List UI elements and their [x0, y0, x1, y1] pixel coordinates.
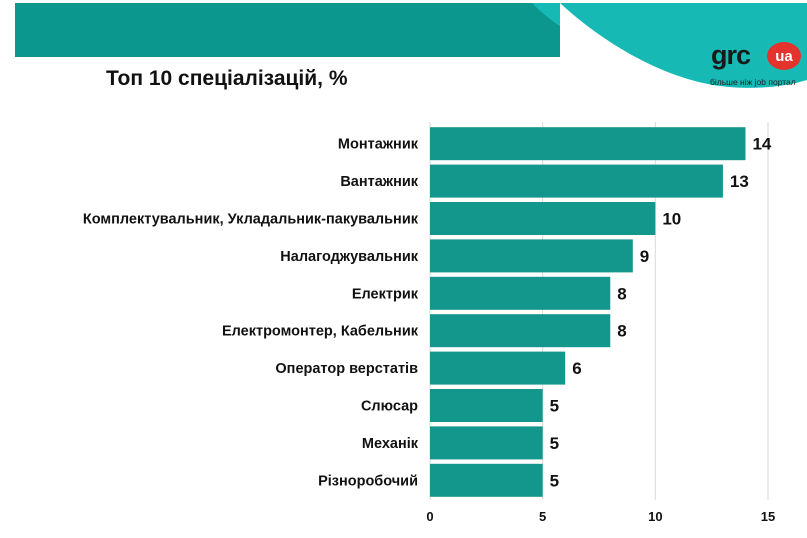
value-label: 5 [550, 471, 559, 490]
value-label: 5 [550, 434, 559, 453]
bar[interactable] [430, 389, 543, 422]
value-label: 8 [617, 284, 626, 303]
category-label: Електрик [352, 286, 419, 302]
value-label: 13 [730, 172, 749, 191]
x-tick-label: 0 [426, 509, 433, 524]
x-tick-label: 5 [539, 509, 546, 524]
bar[interactable] [430, 463, 543, 497]
bar[interactable] [430, 276, 611, 310]
grc-logo[interactable]: grc ua більше ніж job портал [707, 40, 803, 90]
category-label: Слюсар [361, 399, 418, 415]
value-label: 10 [662, 210, 681, 229]
header-banner [15, 3, 807, 110]
value-label: 6 [572, 359, 581, 378]
category-label: Різноробочий [318, 473, 418, 489]
value-label: 8 [617, 322, 626, 341]
banner-wave-accent [532, 3, 807, 110]
logo-tagline: більше ніж job портал [710, 77, 796, 87]
banner-wave-white [560, 3, 807, 110]
bar[interactable] [430, 426, 543, 460]
value-label: 5 [550, 397, 559, 416]
logo-ua-badge: ua [767, 42, 801, 70]
category-label: Комплектувальник, Укладальник-пакувальни… [83, 212, 419, 228]
category-label: Налагоджувальник [280, 249, 418, 265]
value-label: 9 [640, 247, 649, 266]
chart-title: Топ 10 спеціалізацій, % [106, 67, 348, 90]
bar[interactable] [430, 202, 656, 235]
bar[interactable] [430, 164, 723, 198]
bar[interactable] [430, 351, 566, 385]
bar[interactable] [430, 314, 611, 348]
x-tick-label: 10 [648, 509, 662, 524]
category-label: Оператор верстатів [275, 361, 418, 377]
value-label: 14 [752, 135, 771, 154]
logo-wordmark: grc [711, 40, 751, 70]
category-label: Вантажник [340, 174, 418, 190]
category-label: Електромонтер, Кабельник [222, 324, 419, 340]
bar[interactable] [430, 239, 633, 273]
x-tick-label: 15 [761, 509, 775, 524]
category-label: Монтажник [338, 137, 419, 153]
category-label: Механік [362, 436, 419, 452]
bar[interactable] [430, 127, 746, 161]
